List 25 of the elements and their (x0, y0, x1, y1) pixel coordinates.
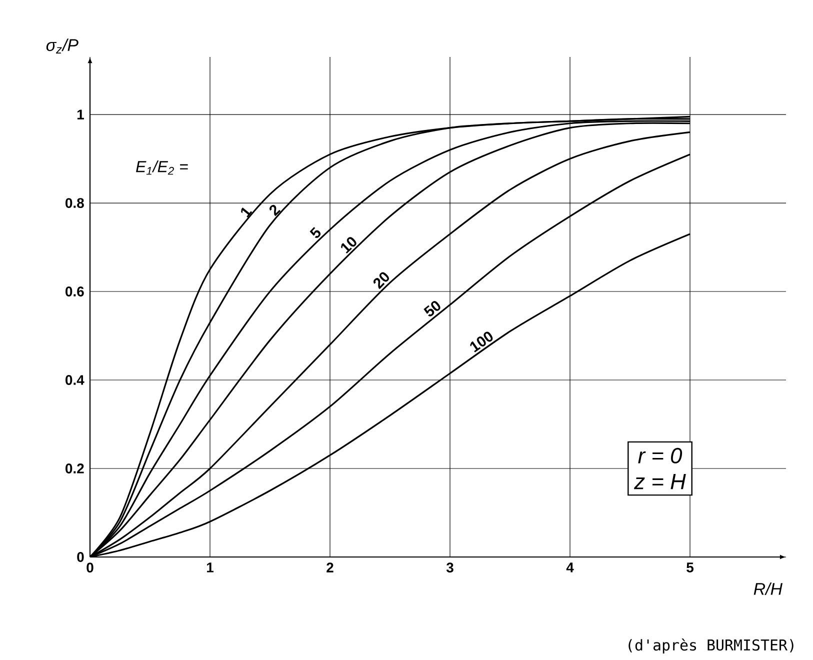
x-tick-label: 3 (446, 562, 454, 573)
text: 20 (373, 272, 389, 290)
x-tick-label: 4 (566, 562, 574, 572)
legend-title: E$_{1}$/E$_{2}$ = (136, 160, 188, 175)
x-tick-label: 0 (86, 562, 94, 573)
text: 2 (270, 204, 281, 216)
x-tick-label: 1 (206, 562, 214, 572)
text: 5 (310, 227, 321, 238)
text: 100 (470, 332, 493, 352)
annotation: r = 0 (638, 448, 682, 464)
text: (d'après BURMISTER) (628, 638, 794, 654)
x-tick-label: 5 (686, 562, 694, 572)
y-axis-title: σ$_{z}$/P (46, 38, 78, 54)
text: 1 (241, 208, 252, 218)
annotation: z = H (634, 474, 686, 490)
x-axis-title: R/H (754, 582, 783, 595)
text: 10 (340, 237, 356, 254)
y-tick-label: 0.2 (66, 464, 84, 474)
y-tick-label: 0.4 (66, 375, 84, 385)
y-tick-label: 0.8 (66, 198, 84, 208)
y-tick-label: 0.6 (66, 286, 84, 296)
y-tick-label: 0 (77, 552, 84, 562)
y-tick-label: 1 (77, 110, 84, 120)
text: 50 (424, 301, 440, 316)
x-tick-label: 2 (326, 562, 334, 572)
